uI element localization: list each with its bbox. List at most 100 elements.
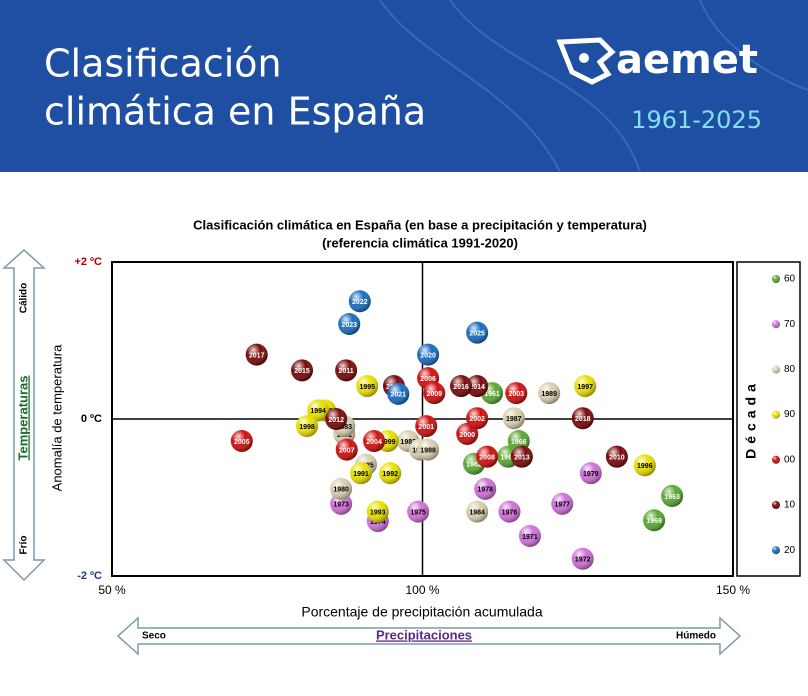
legend-marker-shine — [772, 410, 780, 419]
point-label: 2015 — [294, 368, 310, 375]
x-arrow — [116, 616, 742, 656]
point-label: 1979 — [583, 471, 599, 478]
legend-label: 20 — [784, 545, 796, 556]
y-axis-label: Anomalía de temperatura — [49, 344, 64, 491]
point: 1978 — [474, 477, 497, 500]
header-band — [0, 0, 808, 172]
point-shine — [456, 422, 479, 445]
point-label: 1971 — [522, 534, 538, 541]
point-label: 1984 — [469, 509, 485, 516]
point: 2021 — [387, 382, 410, 405]
legend-marker-shine — [772, 546, 780, 555]
x-axis-label: Porcentaje de precipitación acumulada — [301, 604, 542, 620]
point: 1996 — [633, 454, 656, 477]
point: 2012 — [325, 408, 348, 430]
point-label: 1982 — [400, 439, 416, 446]
point-label: 1967 — [500, 455, 516, 462]
point-shine — [466, 500, 489, 523]
point-shine — [325, 408, 348, 430]
point: 1995 — [356, 375, 379, 398]
point-shine — [348, 290, 371, 313]
header-title: climática en España — [44, 90, 426, 134]
point-shine — [363, 429, 386, 452]
legend-label: 90 — [784, 409, 796, 420]
logo-icon — [556, 37, 616, 85]
point-shine — [350, 462, 373, 485]
point-label: 2016 — [453, 384, 469, 391]
point: 1991 — [350, 462, 373, 485]
point-shine — [466, 321, 489, 344]
point: 2025 — [466, 321, 489, 344]
point-shine — [335, 359, 358, 382]
point-shine — [466, 407, 489, 430]
point: 2023 — [338, 313, 361, 336]
legend-marker-shine — [772, 275, 780, 283]
point: 1984 — [466, 500, 489, 523]
point-label: 1973 — [333, 502, 349, 509]
chart-subtitle: (referencia climática 1991-2020) — [322, 235, 518, 250]
point: 2009 — [423, 382, 446, 405]
point: 1994 — [307, 399, 330, 422]
point-label: 1975 — [410, 509, 426, 516]
point-label: 1972 — [575, 557, 591, 564]
point-shine — [643, 509, 666, 532]
point-shine — [466, 375, 489, 398]
point-shine — [330, 477, 353, 500]
point-shine — [307, 399, 330, 422]
point: 1987 — [502, 407, 525, 430]
point: 1992 — [379, 462, 402, 485]
y-arrow-bottom: Frío — [19, 536, 30, 555]
point: 2005 — [230, 429, 253, 452]
point-label: 2022 — [352, 299, 368, 306]
point-shine — [571, 547, 594, 570]
point: 2000 — [456, 422, 479, 445]
point: 1980 — [330, 477, 353, 500]
legend-marker-shine — [772, 320, 780, 329]
point-shine — [605, 445, 628, 468]
point-label: 2014 — [469, 384, 485, 391]
point-label: 2018 — [575, 416, 591, 423]
point-label: 2020 — [420, 352, 436, 359]
point-shine — [633, 454, 656, 477]
point: 1969 — [643, 509, 666, 532]
point-label: 1989 — [541, 391, 557, 398]
point-label: 1994 — [310, 408, 326, 415]
point-shine — [551, 492, 574, 515]
point-label: 2023 — [341, 322, 357, 329]
point-label: 1976 — [502, 509, 518, 516]
x-tick-label: 50 % — [98, 583, 126, 597]
point-shine — [335, 438, 358, 461]
point: 2002 — [466, 407, 489, 430]
point-label: 2011 — [339, 368, 354, 375]
point-label: 2009 — [427, 391, 443, 398]
point-label: 2012 — [328, 417, 344, 424]
point-shine — [474, 477, 497, 500]
point: 1997 — [574, 375, 597, 398]
point-shine — [379, 462, 402, 485]
point-shine — [417, 438, 440, 461]
point: 2017 — [245, 343, 268, 366]
x-arrow-title: Precipitaciones — [376, 627, 472, 642]
point-shine — [407, 500, 430, 523]
point-shine — [498, 500, 521, 523]
point-label: 2003 — [508, 391, 524, 398]
point: 1975 — [407, 500, 430, 523]
point-shine — [356, 375, 379, 398]
point: 1976 — [498, 500, 521, 523]
point-label: 1969 — [646, 518, 662, 525]
point-shine — [366, 500, 389, 523]
point-shine — [502, 407, 525, 430]
point-label: 2002 — [469, 416, 485, 423]
point-label: 1987 — [506, 416, 522, 423]
point: 2022 — [348, 290, 371, 313]
point-label: 2004 — [366, 439, 382, 446]
point: 2007 — [335, 438, 358, 461]
point: 2013 — [510, 445, 533, 468]
header-title: Clasificación — [44, 42, 282, 86]
point-label: 1991 — [353, 471, 369, 478]
x-arrow-left: Seco — [142, 631, 166, 642]
point-label: 1997 — [577, 384, 593, 391]
point: 2003 — [505, 382, 528, 405]
point-label: 1999 — [380, 439, 396, 446]
point: 2008 — [476, 445, 499, 468]
